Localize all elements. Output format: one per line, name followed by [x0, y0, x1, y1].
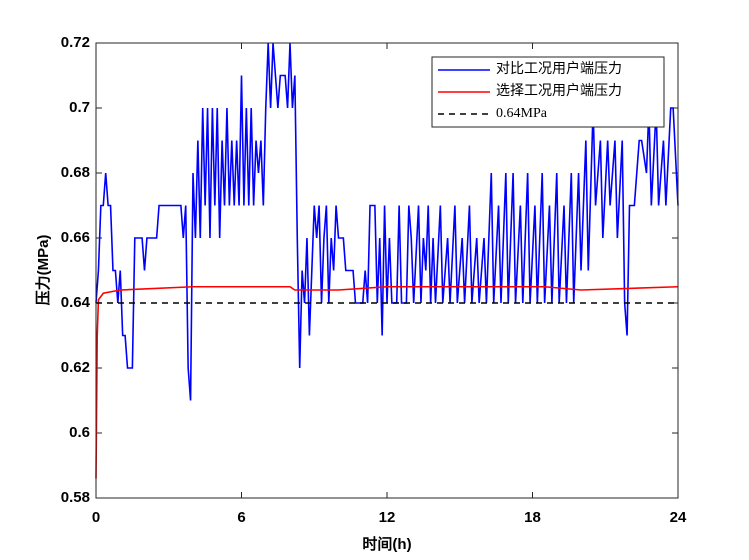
legend-label: 0.64MPa [496, 106, 548, 121]
legend-label: 选择工况用户端压力 [496, 82, 622, 99]
y-tick-label: 0.66 [61, 229, 90, 246]
series-line [95, 285, 679, 479]
y-tick-label: 0.7 [69, 99, 90, 116]
y-axis-label: 压力(MPa) [34, 235, 52, 306]
y-tick-label: 0.72 [61, 34, 90, 51]
y-tick-label: 0.64 [61, 294, 91, 311]
axes-box [95, 42, 679, 499]
x-tick-label: 18 [524, 509, 541, 526]
x-tick-label: 0 [92, 509, 100, 526]
y-tick-label: 0.68 [61, 164, 90, 181]
y-tick-label: 0.6 [69, 424, 90, 441]
legend-label: 对比工况用户端压力 [496, 60, 622, 77]
x-tick-label: 6 [237, 509, 245, 526]
y-tick-label: 0.62 [61, 359, 90, 376]
x-tick-label: 24 [670, 509, 687, 526]
series-line [95, 42, 679, 401]
x-tick-label: 12 [379, 509, 396, 526]
y-tick-label: 0.58 [61, 489, 90, 506]
x-axis-label: 时间(h) [362, 535, 411, 553]
